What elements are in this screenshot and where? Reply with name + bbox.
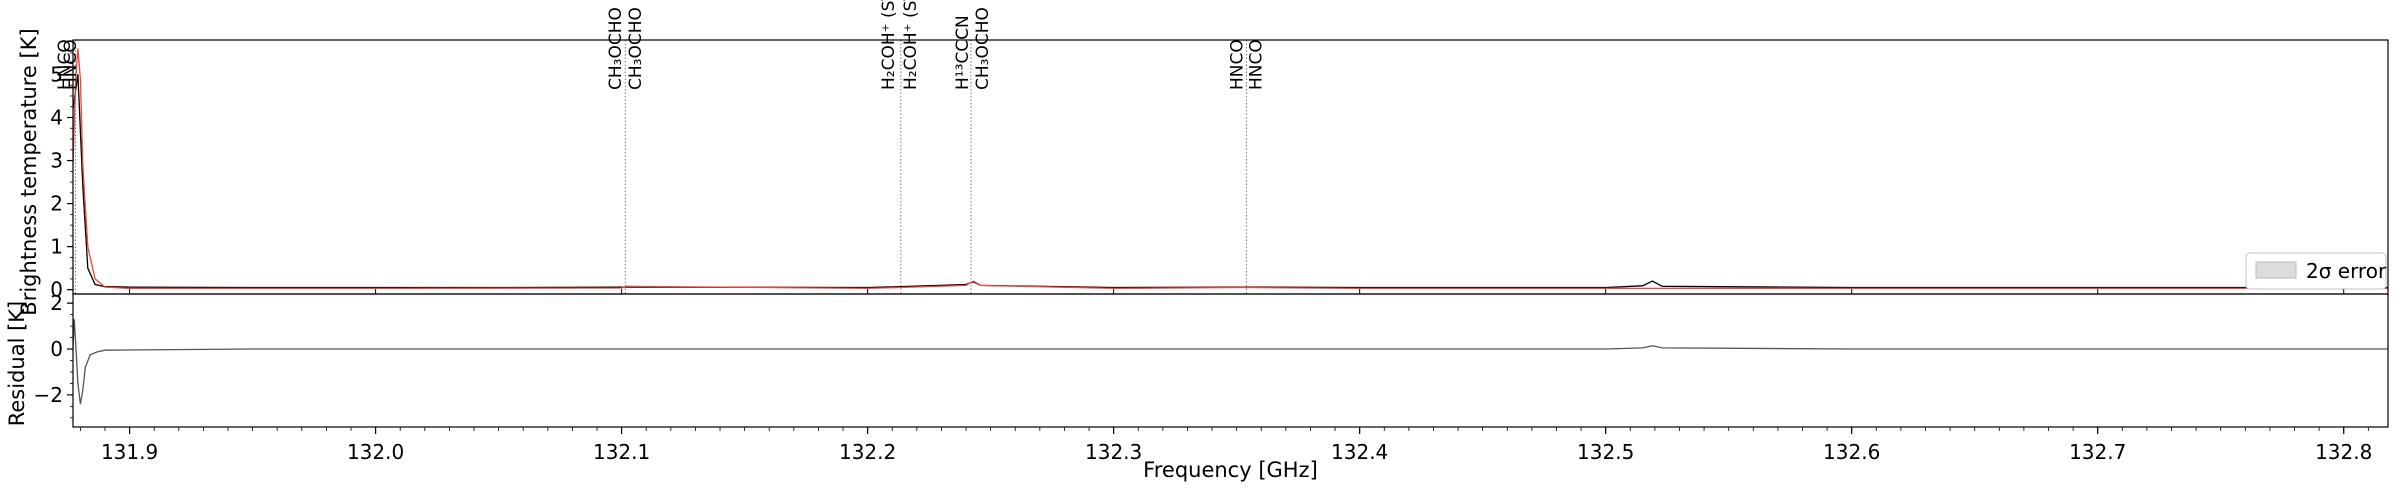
series-model <box>73 48 2388 290</box>
line-marker-label-4: H₂COH⁺ (ST) <box>879 0 899 90</box>
residual-ytick-label-0: −2 <box>34 383 63 407</box>
line-marker-label-0: HNCO <box>55 39 75 90</box>
legend-label-error: 2σ error <box>2306 259 2387 283</box>
residual-ylabel: Residual [K] <box>5 301 29 427</box>
spectrum-ytick-label-4: 4 <box>50 105 63 129</box>
line-marker-label-9: HNCO <box>1247 39 1267 90</box>
line-marker-label-2: CH₃OCHO <box>606 7 626 90</box>
xtick-label-2: 132.1 <box>593 440 650 464</box>
xtick-label-4: 132.3 <box>1085 440 1142 464</box>
xlabel: Frequency [GHz] <box>1143 458 1318 482</box>
xtick-label-6: 132.5 <box>1577 440 1634 464</box>
spectrum-ytick-label-3: 3 <box>50 149 63 173</box>
spectrum-ytick-label-0: 0 <box>50 278 63 302</box>
spectrum-ytick-label-2: 2 <box>50 192 63 216</box>
xtick-label-1: 132.0 <box>347 440 404 464</box>
xtick-label-3: 132.2 <box>839 440 896 464</box>
spectrum-ytick-label-1: 1 <box>50 235 63 259</box>
xtick-label-9: 132.8 <box>2315 440 2372 464</box>
line-marker-label-8: HNCO <box>1227 39 1247 90</box>
legend: 2σ error <box>2245 252 2387 290</box>
legend-swatch-error <box>2255 261 2297 279</box>
spectrum-ytick-label-5: 5 <box>50 62 63 86</box>
line-marker-label-1: HNCO <box>61 39 81 90</box>
series-residual <box>73 319 2388 405</box>
spectrum-ylabel: Brightness temperature [K] <box>17 28 41 315</box>
xtick-label-8: 132.7 <box>2069 440 2126 464</box>
line-marker-label-7: CH₃OCHO <box>973 7 993 90</box>
residual-ytick-label-2: 2 <box>50 291 63 315</box>
line-marker-label-6: H¹³CCCN <box>953 15 973 90</box>
residual-panel: −2 0 2 Residual [K] 131.9 132.0 132.1 132.2 132.… <box>5 291 2389 482</box>
xtick-label-7: 132.6 <box>1823 440 1880 464</box>
xtick-label-0: 131.9 <box>101 440 158 464</box>
xtick-label-5: 132.4 <box>1331 440 1388 464</box>
series-observed <box>73 74 2388 289</box>
residual-frame <box>72 293 2389 428</box>
line-marker-label-5: H₂COH⁺ (ST) <box>901 0 921 90</box>
residual-series <box>73 319 2388 405</box>
residual-ytick-label-1: 0 <box>50 337 63 361</box>
spectrum-series <box>73 48 2388 290</box>
line-marker-label-3: CH₃OCHO <box>626 7 646 90</box>
